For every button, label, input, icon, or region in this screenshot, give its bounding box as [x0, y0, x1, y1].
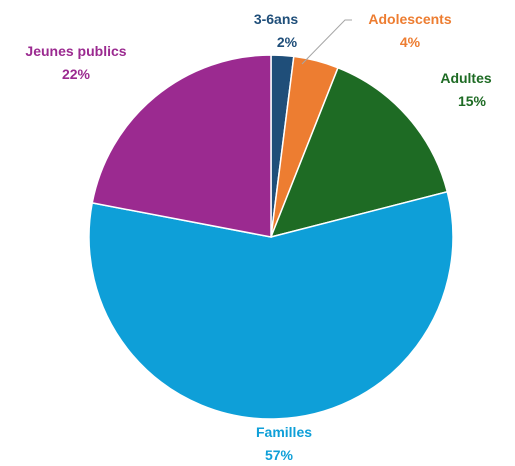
slice-label-value: 15% [458, 93, 487, 109]
pie-slice-familles [88, 190, 454, 420]
slice-label-name: 3-6ans [254, 11, 299, 27]
slice-label-name: Adolescents [368, 11, 451, 27]
slice-label-value: 22% [62, 66, 91, 82]
pie-slices [88, 54, 454, 420]
slice-label-value: 2% [277, 34, 298, 50]
slice-label-name: Jeunes publics [25, 43, 126, 59]
slice-labels: 3-6ans 2% Adolescents 4% Adultes 15% Familles 5… [25, 11, 491, 463]
leader-line [301, 19, 352, 65]
pie-slice-adultes [269, 66, 449, 239]
slice-label-name: Familles [256, 424, 312, 440]
pie-slice-jeunes-publics [91, 54, 272, 238]
slice-label-value: 4% [400, 34, 421, 50]
slice-label-value: 57% [265, 447, 294, 463]
slice-label-name: Adultes [440, 70, 492, 86]
